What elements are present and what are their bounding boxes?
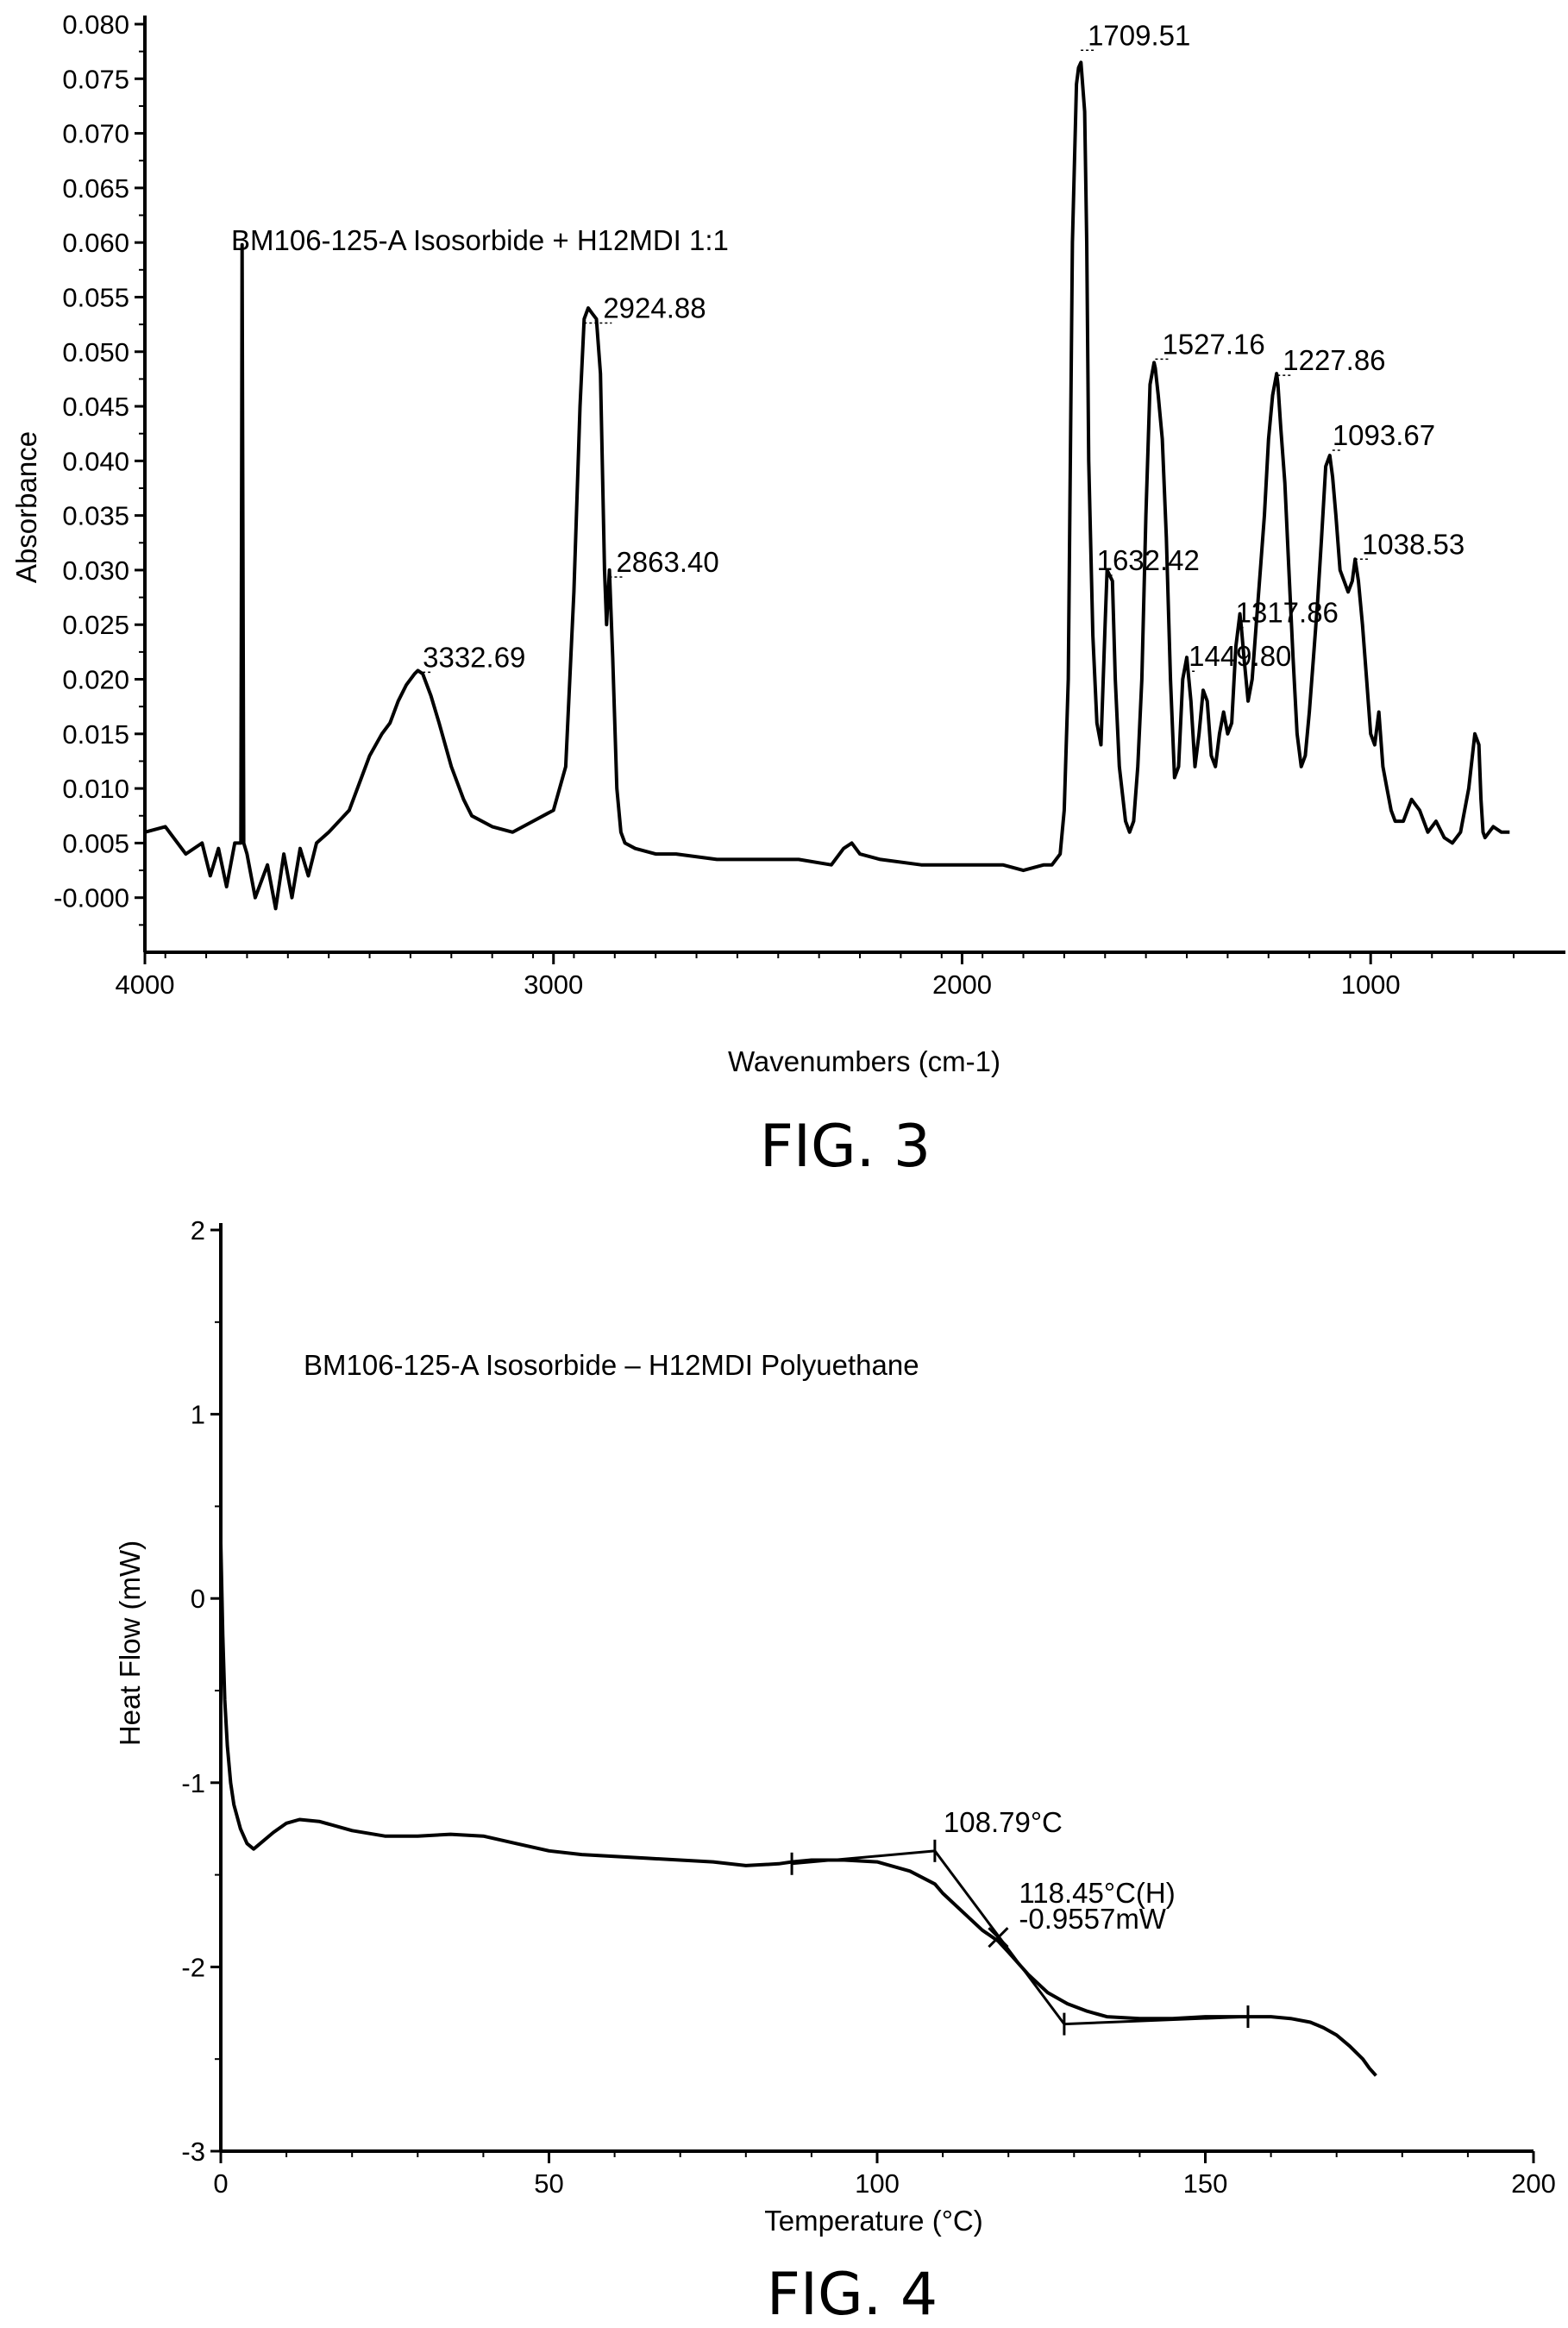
dsc-x-ticks: 0 50 100 150 200 <box>213 2151 1556 2199</box>
y-tick-label: 0.035 <box>62 501 129 531</box>
dsc-x-axis-label: Temperature (°C) <box>764 2205 982 2237</box>
ir-y-ticks: 0.080 0.075 0.070 0.065 0.060 0.055 0.050 0.045… <box>53 9 145 926</box>
ir-x-ticks: 4000 3000 2000 1000 <box>116 952 1515 1000</box>
x-tick-label: 0 <box>213 2168 228 2199</box>
x-tick-label: 200 <box>1511 2168 1556 2199</box>
peak-label: 1527.16 <box>1162 328 1264 360</box>
y-tick-label: 0.025 <box>62 610 129 640</box>
y-tick-label: 0.065 <box>62 173 129 204</box>
y-tick-label: 0.005 <box>62 828 129 858</box>
peak-label: 1227.86 <box>1283 344 1385 376</box>
peak-label: 1449.80 <box>1189 640 1291 672</box>
fig4-caption: FIG. 4 <box>767 2261 938 2328</box>
x-tick-label: 150 <box>1183 2168 1228 2199</box>
dsc-annotation-label: 108.79°C <box>944 1806 1063 1838</box>
ir-axes <box>143 16 1565 954</box>
y-tick-label: 0.040 <box>62 446 129 476</box>
dsc-y-axis-label: Heat Flow (mW) <box>114 1540 146 1746</box>
dsc-chart-title: BM106-125-A Isosorbide – H12MDI Polyueth… <box>304 1349 919 1381</box>
y-tick-label: 0.010 <box>62 774 129 804</box>
dsc-heat-flow-line <box>219 1543 1377 2077</box>
midpoint-marker <box>988 1927 1009 1948</box>
ir-chart-title: BM106-125-A Isosorbide + H12MDI 1:1 <box>231 224 729 256</box>
peak-label: 2924.88 <box>603 292 706 323</box>
y-tick-label: 0.050 <box>62 337 129 367</box>
peak-label: 1093.67 <box>1333 419 1435 451</box>
dsc-annotation-label: 118.45°C(H) <box>1019 1877 1175 1909</box>
peak-label: 3332.69 <box>423 641 525 673</box>
peak-label: 1038.53 <box>1362 528 1465 560</box>
y-tick-label: 0 <box>191 1584 205 1614</box>
y-tick-label: -3 <box>181 2137 205 2167</box>
y-tick-label: -0.000 <box>53 883 129 913</box>
y-tick-label: 2 <box>191 1215 205 1246</box>
y-tick-label: 0.045 <box>62 392 129 422</box>
peak-label: 1709.51 <box>1088 19 1190 51</box>
y-tick-label: -2 <box>181 1952 205 1982</box>
y-tick-label: -1 <box>181 1768 205 1798</box>
ir-peak-labels: 1709.51 2924.88 1527.16 1227.86 1093.67 2863.… <box>417 19 1465 673</box>
dsc-y-ticks: 2 1 0 -1 -2 -3 <box>181 1215 221 2167</box>
y-tick-label: 0.015 <box>62 719 129 750</box>
dsc-annotation-label: -0.9557mW <box>1019 1903 1166 1935</box>
y-tick-label: 0.075 <box>62 64 129 94</box>
ir-x-axis-label: Wavenumbers (cm-1) <box>728 1045 1000 1077</box>
peak-label: 2863.40 <box>616 546 718 578</box>
x-tick-label: 100 <box>855 2168 900 2199</box>
ir-spectrum-chart: 0.080 0.075 0.070 0.065 0.060 0.055 0.050 0.045… <box>10 9 1565 1181</box>
x-tick-label: 1000 <box>1341 969 1401 1000</box>
dsc-annotations: 108.79°C 118.45°C(H)-0.9557mW <box>944 1806 1176 1935</box>
y-tick-label: 0.060 <box>62 228 129 258</box>
y-tick-label: 0.080 <box>62 9 129 40</box>
x-tick-label: 4000 <box>116 969 175 1000</box>
fig3-caption: FIG. 3 <box>760 1113 931 1181</box>
peak-label: 1317.86 <box>1236 597 1339 629</box>
dsc-markers <box>790 1839 1250 2036</box>
y-tick-label: 0.020 <box>62 665 129 695</box>
y-tick-label: 0.070 <box>62 119 129 149</box>
x-tick-label: 2000 <box>932 969 992 1000</box>
y-tick-label: 1 <box>191 1400 205 1430</box>
x-tick-label: 50 <box>534 2168 563 2199</box>
y-tick-label: 0.055 <box>62 282 129 312</box>
ir-spectrum-line <box>144 60 1510 911</box>
peak-label: 1632.42 <box>1097 544 1200 576</box>
dsc-chart: 2 1 0 -1 -2 -3 0 50 100 150 200 108.79°C 118.45°C(… <box>114 1215 1556 2328</box>
x-tick-label: 3000 <box>524 969 583 1000</box>
ir-y-axis-label: Absorbance <box>10 431 42 583</box>
y-tick-label: 0.030 <box>62 555 129 586</box>
